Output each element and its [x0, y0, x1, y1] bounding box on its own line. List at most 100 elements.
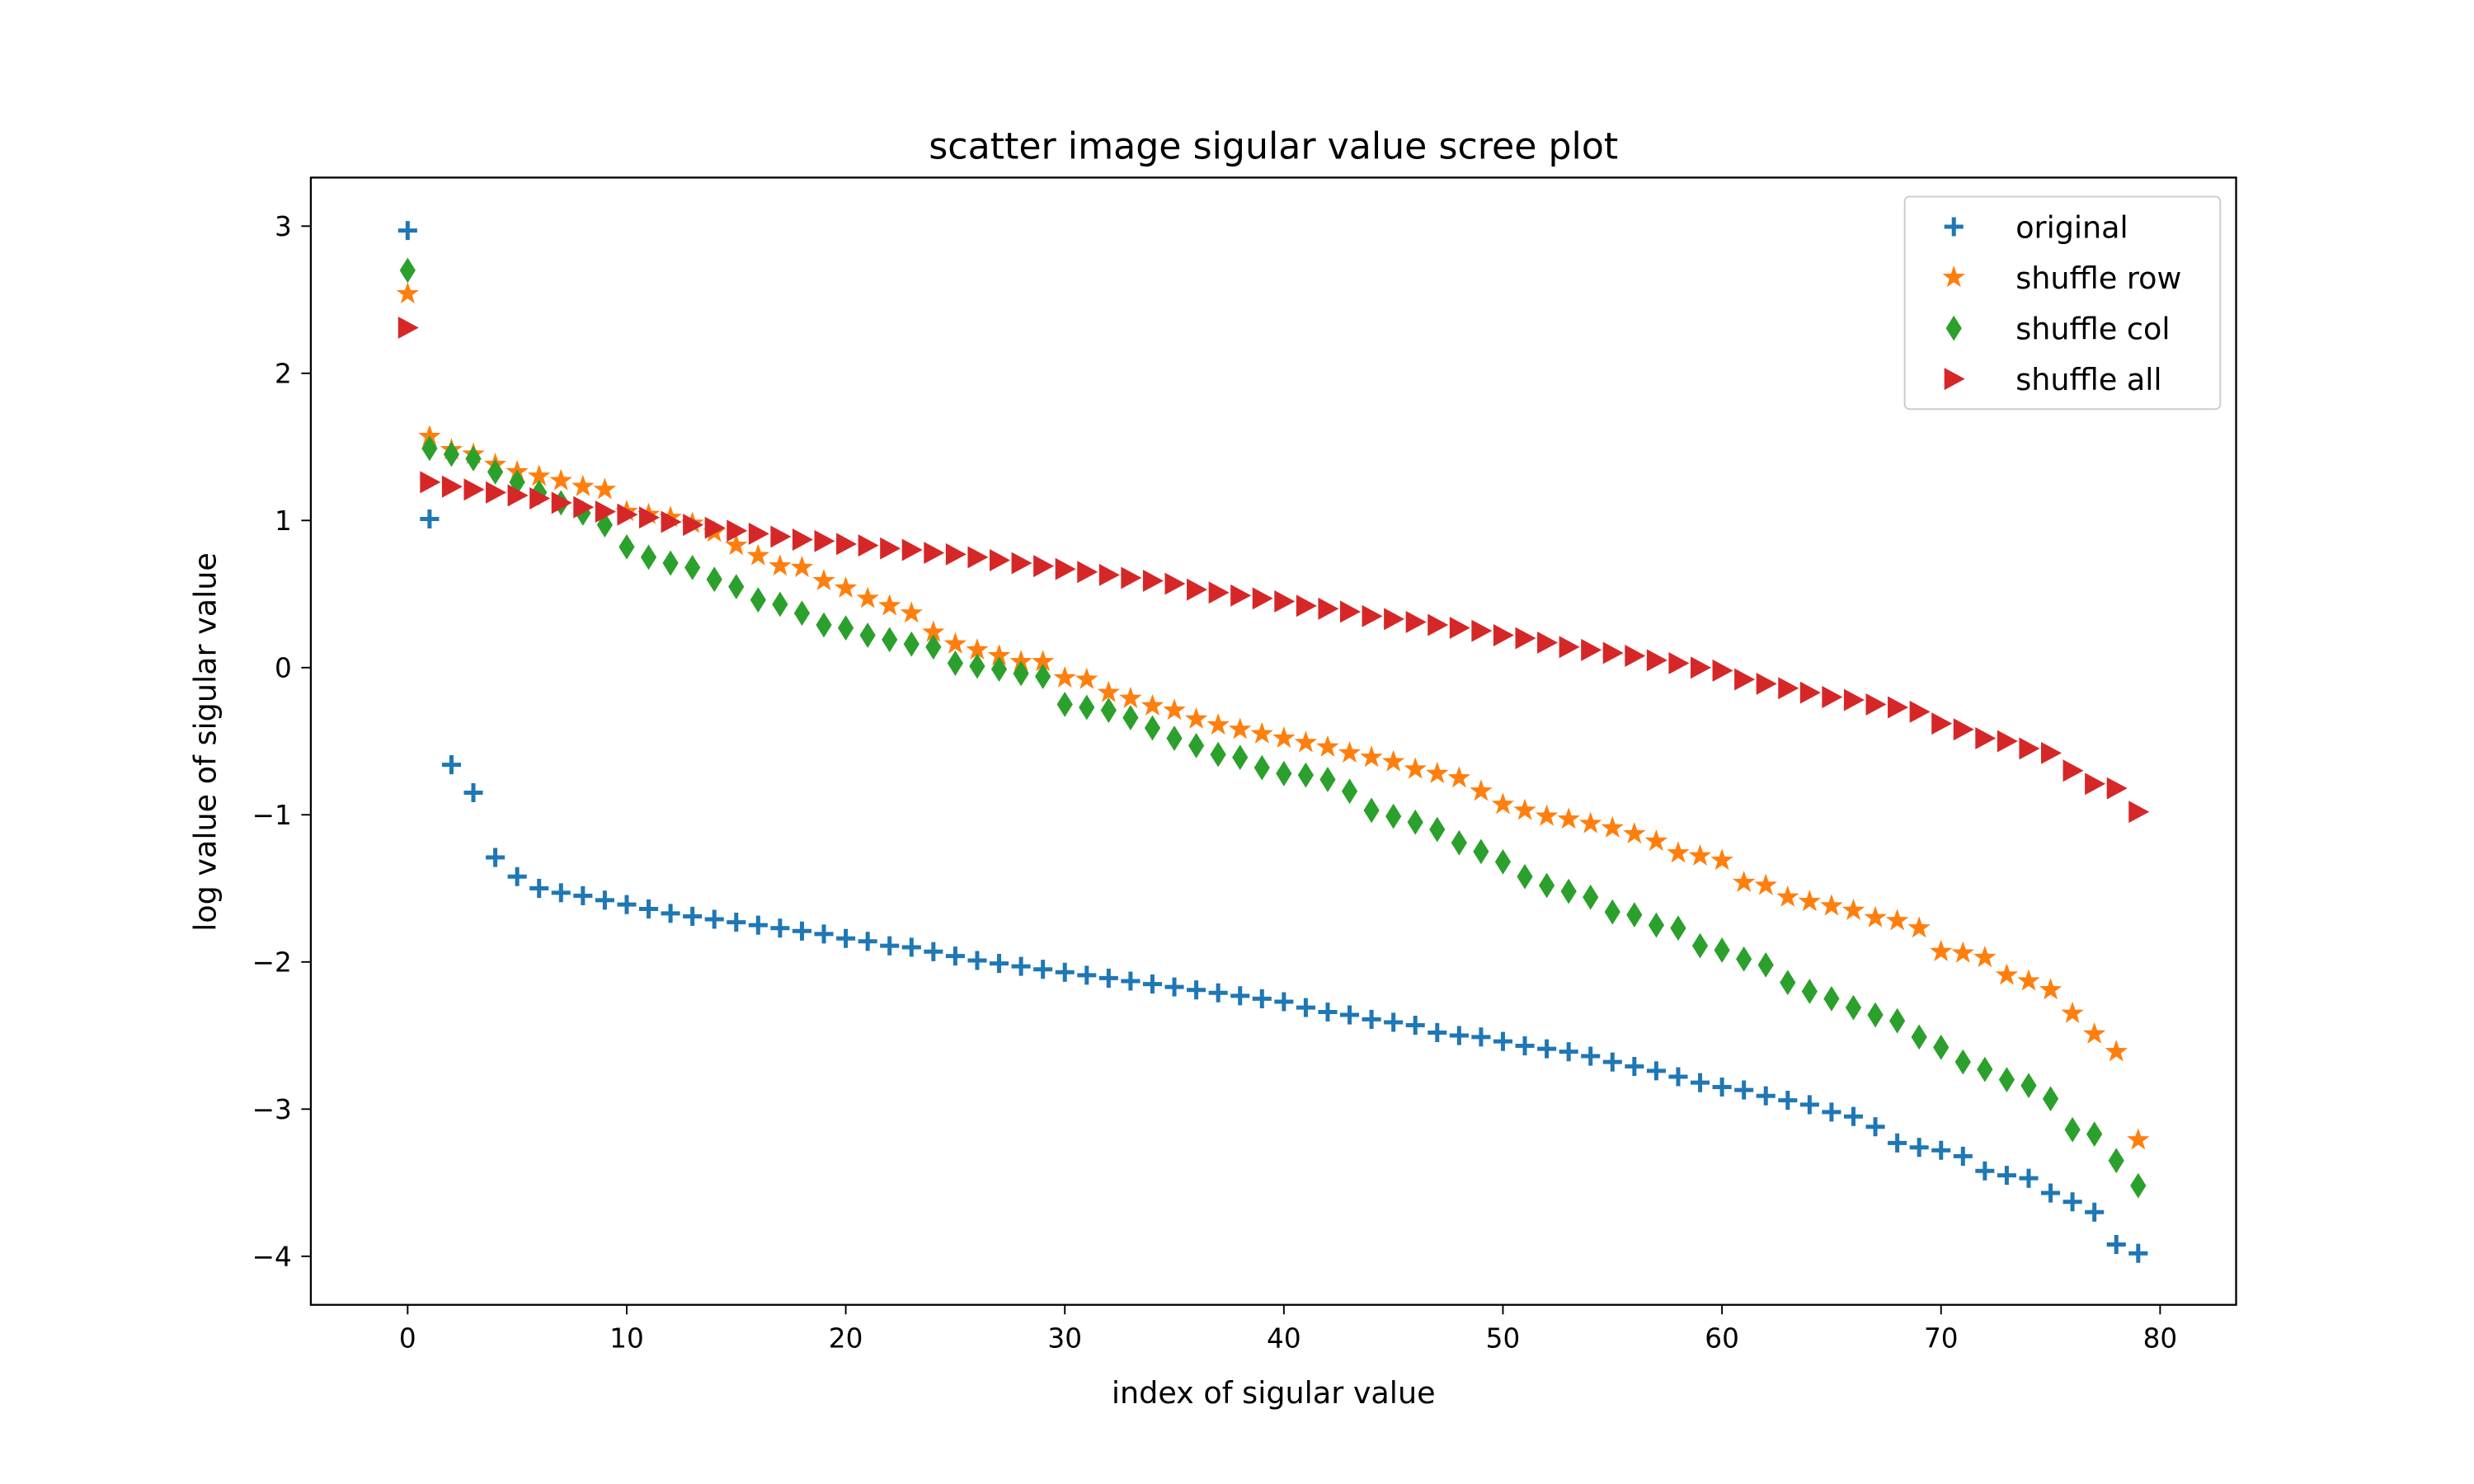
point — [1053, 665, 1076, 688]
point — [1033, 960, 1053, 979]
y-tick-label: −4 — [252, 1241, 292, 1272]
point — [878, 594, 901, 616]
point — [2039, 978, 2062, 1000]
point — [1339, 600, 1361, 623]
x-tick-label: 60 — [1705, 1323, 1739, 1355]
point — [945, 542, 967, 566]
point — [1250, 721, 1273, 744]
point — [1011, 956, 1031, 976]
point — [1513, 798, 1536, 820]
point — [1736, 946, 1752, 972]
point — [836, 533, 858, 556]
point — [441, 475, 463, 498]
point — [1009, 650, 1032, 672]
series — [397, 221, 2148, 1263]
point — [1188, 733, 1205, 758]
point — [1885, 909, 1909, 931]
point — [1778, 1091, 1798, 1111]
point — [1756, 1086, 1776, 1106]
point — [1623, 822, 1646, 844]
point — [421, 435, 438, 462]
point — [1274, 590, 1296, 613]
point — [1930, 939, 1953, 961]
point — [1272, 726, 1296, 749]
point — [1210, 741, 1226, 768]
point — [1799, 681, 1821, 704]
point — [1031, 650, 1055, 672]
point — [2041, 1183, 2061, 1203]
point — [2062, 759, 2084, 782]
point — [397, 221, 417, 241]
point — [725, 533, 748, 556]
point — [1843, 1106, 1864, 1126]
point — [1581, 1046, 1601, 1066]
point — [1668, 1067, 1688, 1087]
point — [1122, 705, 1139, 730]
point — [1688, 843, 1712, 866]
point — [1712, 1077, 1732, 1097]
point — [684, 555, 701, 580]
point — [420, 509, 440, 529]
point — [903, 631, 920, 657]
point — [1756, 672, 1777, 695]
point — [727, 913, 746, 932]
point — [1075, 667, 1098, 689]
point — [1754, 873, 1777, 895]
x-tick-label: 40 — [1267, 1323, 1301, 1355]
point — [1602, 641, 1624, 665]
point — [1801, 979, 1818, 1004]
point — [1429, 816, 1446, 843]
point — [924, 942, 943, 961]
point — [2019, 737, 2040, 760]
point — [792, 528, 813, 551]
point — [1865, 693, 1887, 716]
point — [814, 529, 835, 552]
point — [2062, 1192, 2082, 1212]
point — [396, 281, 420, 304]
point — [528, 464, 551, 486]
point — [1538, 872, 1555, 899]
series — [396, 281, 2150, 1150]
point — [1427, 613, 1449, 636]
point — [900, 601, 923, 623]
point — [1953, 718, 1974, 741]
point — [1385, 803, 1402, 829]
point — [1732, 870, 1756, 893]
legend-label: shuffle all — [2015, 362, 2161, 397]
point — [2128, 1243, 2148, 1263]
point — [1822, 686, 1843, 708]
point — [595, 500, 616, 524]
point — [1648, 912, 1665, 938]
legend-box — [1903, 195, 2222, 411]
point — [1451, 829, 1467, 856]
point — [571, 474, 595, 496]
point — [1798, 890, 1822, 912]
legend-marker — [1942, 265, 1965, 288]
point — [1339, 1005, 1360, 1025]
point — [2127, 1128, 2150, 1150]
point — [880, 936, 900, 956]
point — [1712, 659, 1733, 682]
point — [1187, 980, 1206, 1000]
chart-title: scatter image sigular value scree plot — [929, 125, 1618, 167]
point — [1384, 1012, 1404, 1032]
point — [1098, 968, 1118, 988]
point — [1931, 1140, 1951, 1160]
point — [1710, 848, 1733, 871]
point — [1187, 578, 1208, 601]
point — [901, 937, 921, 957]
point — [1494, 849, 1512, 875]
point — [487, 458, 504, 485]
point — [418, 425, 441, 447]
y-tick-label: −2 — [252, 946, 292, 978]
point — [1142, 570, 1164, 592]
point — [1121, 971, 1141, 991]
point — [1998, 1067, 2015, 1092]
point — [816, 612, 832, 638]
point — [1604, 899, 1620, 925]
point — [1997, 1166, 2016, 1186]
point — [769, 554, 792, 576]
point — [573, 885, 593, 906]
point — [1164, 572, 1186, 595]
point — [638, 506, 660, 529]
